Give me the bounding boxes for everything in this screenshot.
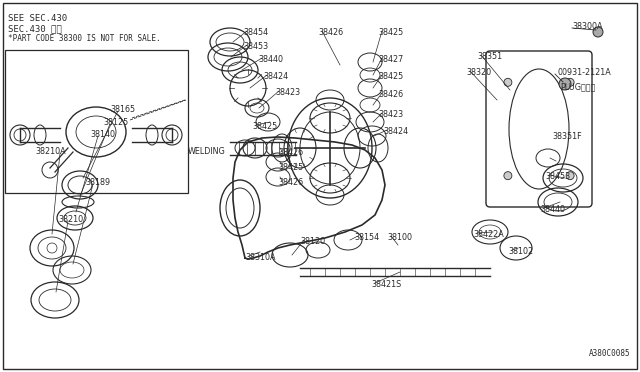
Text: 38425: 38425 <box>278 163 303 172</box>
Bar <box>5 50 188 193</box>
Text: PLUGプラグ: PLUGプラグ <box>560 82 595 91</box>
Text: 38454: 38454 <box>243 28 268 37</box>
Text: A380C0085: A380C0085 <box>588 349 630 358</box>
Text: WELDING: WELDING <box>188 147 226 156</box>
Text: 38425: 38425 <box>378 28 403 37</box>
Text: 38453: 38453 <box>243 42 268 51</box>
Text: 38210: 38210 <box>58 215 83 224</box>
Text: 38426: 38426 <box>318 28 343 37</box>
Text: SEE SEC.430: SEE SEC.430 <box>8 14 67 23</box>
Text: 38440: 38440 <box>258 55 283 64</box>
Text: 00931-2121A: 00931-2121A <box>558 68 612 77</box>
Text: 38154: 38154 <box>354 233 379 242</box>
Text: 38189: 38189 <box>85 178 110 187</box>
Text: 38140: 38140 <box>90 130 115 139</box>
Text: 38426: 38426 <box>278 148 303 157</box>
Text: 38421S: 38421S <box>371 280 401 289</box>
Text: 38210A: 38210A <box>35 147 66 156</box>
Text: 38320: 38320 <box>466 68 491 77</box>
Text: 38165: 38165 <box>110 105 135 114</box>
Text: 38102: 38102 <box>508 247 533 256</box>
Text: 38424: 38424 <box>383 127 408 136</box>
Text: 38426: 38426 <box>378 90 403 99</box>
Text: 38125: 38125 <box>103 118 128 127</box>
Circle shape <box>566 171 574 180</box>
Text: 38453: 38453 <box>545 172 570 181</box>
Circle shape <box>566 78 574 86</box>
Text: 38427: 38427 <box>378 55 403 64</box>
Text: SEC.430 参照: SEC.430 参照 <box>8 24 61 33</box>
Text: 38120: 38120 <box>300 237 325 246</box>
Text: 38310A: 38310A <box>245 253 275 262</box>
Circle shape <box>559 78 571 90</box>
Text: 38300A: 38300A <box>572 22 602 31</box>
Circle shape <box>504 171 512 180</box>
Text: 38422A: 38422A <box>473 230 504 239</box>
Text: 38440: 38440 <box>540 205 565 214</box>
Text: 38425: 38425 <box>252 122 277 131</box>
Text: 38100: 38100 <box>387 233 412 242</box>
Text: 38423: 38423 <box>275 88 300 97</box>
Text: 38424: 38424 <box>263 72 288 81</box>
Circle shape <box>593 27 603 37</box>
Text: 38426: 38426 <box>278 178 303 187</box>
Text: 38351: 38351 <box>477 52 502 61</box>
Text: 38351F: 38351F <box>552 132 582 141</box>
Text: 38425: 38425 <box>378 72 403 81</box>
Text: 38423: 38423 <box>378 110 403 119</box>
Text: *PART CODE 38300 IS NOT FOR SALE.: *PART CODE 38300 IS NOT FOR SALE. <box>8 34 161 43</box>
Circle shape <box>504 78 512 86</box>
